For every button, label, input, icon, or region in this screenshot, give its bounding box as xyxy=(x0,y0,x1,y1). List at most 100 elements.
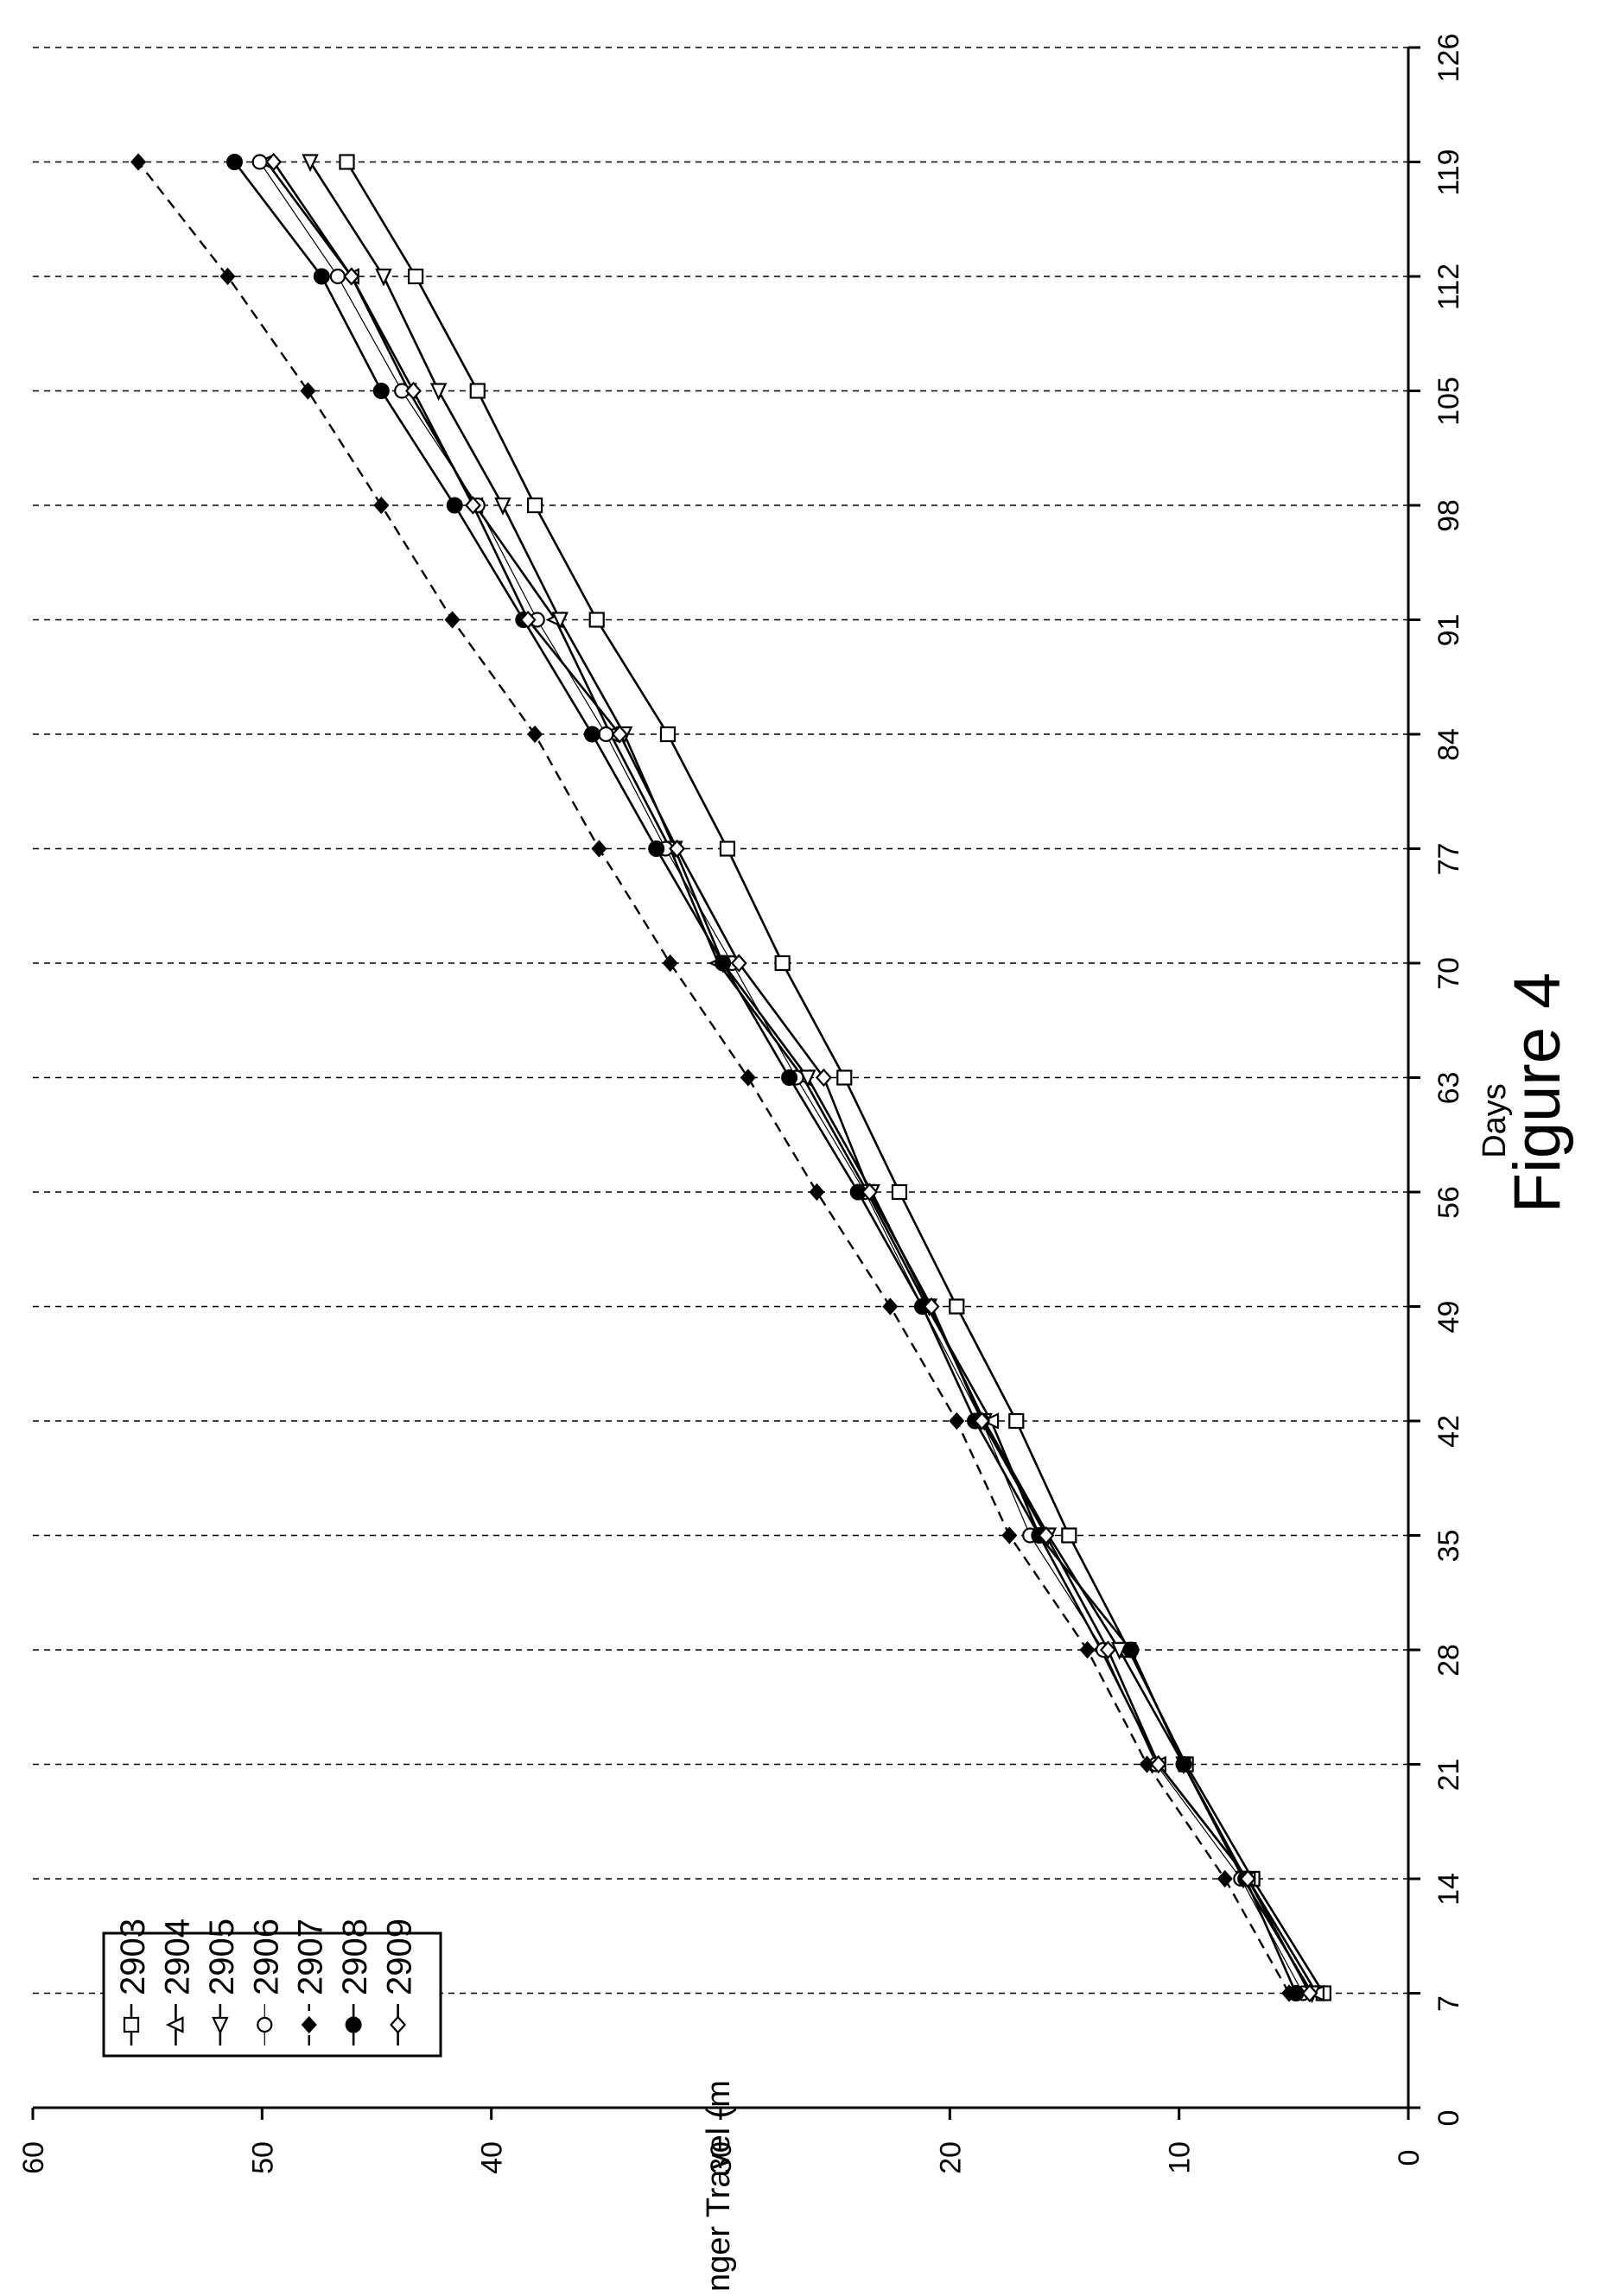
x-axis-title: Days xyxy=(1477,1083,1513,1158)
y-tick-label: 0 xyxy=(1393,2150,1426,2166)
plot-area: 0 7 14 21 28 35 42 49 56 63 70 77 84 91 98 105 112 119 126… xyxy=(17,34,1513,2296)
data-point-2905 xyxy=(375,268,392,287)
data-point-2903 xyxy=(659,726,677,743)
data-point-2907 xyxy=(740,1069,756,1087)
data-point-2908 xyxy=(715,955,732,972)
legend-box xyxy=(102,1931,442,2058)
data-point-2909 xyxy=(464,496,481,515)
data-point-2908 xyxy=(1175,1756,1192,1773)
x-tick-label: 98 xyxy=(1433,499,1465,532)
y-tick-label: 60 xyxy=(17,2141,50,2174)
x-tick-label: 91 xyxy=(1433,614,1465,647)
data-point-2908 xyxy=(313,268,330,285)
data-point-2907 xyxy=(1001,1526,1018,1544)
data-point-2903 xyxy=(408,268,424,285)
data-point-2907 xyxy=(809,1183,825,1202)
data-point-2906 xyxy=(251,154,268,170)
legend-label-2903: 2903 xyxy=(114,1919,152,1995)
data-point-2903 xyxy=(1061,1527,1077,1544)
data-point-2908 xyxy=(781,1069,798,1086)
legend-label-2904: 2904 xyxy=(158,1919,196,1995)
data-point-2907 xyxy=(300,382,316,400)
x-tick-label: 14 xyxy=(1433,1873,1465,1906)
data-point-2907 xyxy=(527,725,543,744)
data-point-2909 xyxy=(861,1183,878,1202)
legend-label-2906: 2906 xyxy=(247,1919,285,1995)
series-line-2907 xyxy=(137,161,1291,1995)
y-tick-label: 50 xyxy=(246,2141,279,2174)
x-tick-label: 119 xyxy=(1433,149,1465,195)
data-point-2909 xyxy=(265,152,283,172)
legend-label-2907: 2907 xyxy=(292,1919,330,1995)
data-point-2908 xyxy=(1122,1641,1140,1659)
x-tick-label: 77 xyxy=(1433,843,1465,876)
data-point-2909 xyxy=(974,1411,990,1430)
legend-marker-2904 xyxy=(165,2016,184,2033)
data-point-2909 xyxy=(611,725,628,744)
data-point-2909 xyxy=(1099,1640,1116,1659)
x-tick-label: 84 xyxy=(1433,728,1465,761)
y-tick-label: 30 xyxy=(705,2141,738,2174)
x-tick-label: 56 xyxy=(1433,1186,1465,1219)
legend-marker-2906 xyxy=(257,2016,273,2033)
data-point-2905 xyxy=(429,383,448,402)
data-point-2907 xyxy=(444,611,461,629)
data-point-2909 xyxy=(519,610,537,630)
data-point-2905 xyxy=(494,497,511,516)
data-point-2908 xyxy=(1287,1985,1305,2001)
x-tick-label: 112 xyxy=(1433,263,1465,310)
x-tick-label: 70 xyxy=(1433,957,1465,990)
y-tick-label: 10 xyxy=(1164,2141,1197,2174)
legend-label-2909: 2909 xyxy=(381,1919,419,1995)
x-tick-label: 0 xyxy=(1433,2110,1465,2127)
y-tick-label: 40 xyxy=(476,2141,509,2174)
legend-marker-2905 xyxy=(212,2016,229,2035)
legend-marker-2908 xyxy=(345,2016,362,2033)
x-tick-label: 126 xyxy=(1433,34,1465,83)
data-point-2906 xyxy=(329,268,346,285)
data-point-2907 xyxy=(1217,1869,1233,1888)
x-tick-label: 49 xyxy=(1433,1301,1465,1334)
data-point-2907 xyxy=(662,954,678,973)
data-point-2907 xyxy=(1079,1640,1096,1659)
data-point-2907 xyxy=(130,153,147,171)
data-point-2909 xyxy=(1301,1983,1318,2003)
x-tick-label: 7 xyxy=(1433,1995,1465,2012)
legend-marker-2909 xyxy=(390,2015,407,2034)
x-tick-label: 28 xyxy=(1433,1644,1465,1677)
data-point-2907 xyxy=(591,840,607,858)
data-point-2903 xyxy=(891,1183,908,1201)
data-point-2909 xyxy=(404,381,422,401)
data-point-2909 xyxy=(1038,1525,1055,1545)
x-tick-label: 63 xyxy=(1433,1072,1465,1105)
data-point-2907 xyxy=(219,267,236,286)
data-point-2903 xyxy=(588,612,605,628)
data-point-2907 xyxy=(949,1411,965,1430)
legend-marker-2907 xyxy=(301,2015,317,2034)
x-tick-label: 105 xyxy=(1433,377,1465,426)
y-tick-label: 20 xyxy=(934,2141,967,2174)
data-point-2905 xyxy=(302,154,319,173)
data-point-2909 xyxy=(343,267,360,286)
data-point-2908 xyxy=(372,383,390,399)
data-point-2909 xyxy=(1150,1754,1167,1774)
x-tick-label: 21 xyxy=(1433,1759,1465,1792)
data-point-2907 xyxy=(1139,1755,1155,1773)
legend-label-2908: 2908 xyxy=(336,1919,374,1995)
data-point-2905 xyxy=(799,1069,816,1088)
data-point-2903 xyxy=(469,383,486,399)
data-point-2908 xyxy=(648,840,665,857)
data-point-2903 xyxy=(1008,1412,1025,1430)
data-point-2907 xyxy=(373,496,390,515)
data-point-2908 xyxy=(446,497,463,514)
legend-label-2905: 2905 xyxy=(203,1919,241,1995)
x-tick-label: 42 xyxy=(1433,1415,1465,1448)
data-point-2909 xyxy=(815,1068,832,1088)
data-point-2909 xyxy=(923,1297,940,1316)
data-point-2908 xyxy=(583,726,600,743)
data-point-2909 xyxy=(669,839,686,859)
y-axis-title: Plunger Travel (m xyxy=(701,2080,737,2292)
data-point-2907 xyxy=(882,1297,899,1316)
data-point-2905 xyxy=(551,612,569,631)
